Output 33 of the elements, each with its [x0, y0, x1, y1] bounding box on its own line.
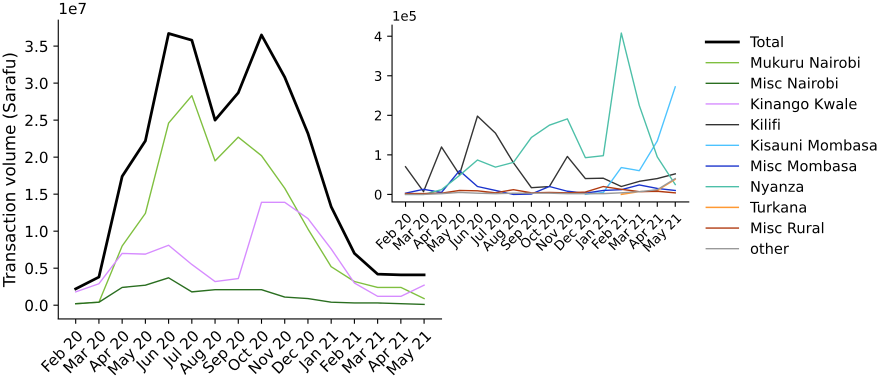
y-axis-title: Transaction volume (Sarafu): [2, 53, 18, 288]
line-series: [404, 115, 676, 192]
legend-label: Total: [750, 36, 783, 48]
line-series: [404, 186, 676, 194]
y-tick-label: 3.5: [25, 40, 48, 52]
y-tick-label: 3.0: [25, 78, 48, 90]
line-series: [584, 86, 676, 196]
text: 1e7: [60, 2, 86, 14]
legend-label: Misc Rural: [751, 222, 824, 234]
legend-label: Kinango Kwale: [751, 98, 857, 112]
y-tick-label: 1.0: [26, 226, 48, 238]
legend-label: other: [750, 242, 789, 254]
y-tick-label: 0: [374, 190, 382, 200]
y-tick-label: 1.5: [26, 188, 48, 200]
legend-label: Kisauni Mombasa: [751, 139, 876, 151]
y-tick-label: 2: [374, 110, 382, 120]
y-tick-label: 2.0: [25, 152, 48, 164]
y-tick-label: 3: [374, 70, 382, 81]
legend-label: Turkana: [750, 201, 806, 213]
legend-label: Kilifi: [751, 118, 780, 130]
line-series: [404, 170, 676, 196]
y-tick-label: 4: [374, 32, 382, 42]
y-tick-label: 0.5: [25, 262, 48, 274]
legend-label: Nyanza: [751, 181, 804, 195]
legend-label: Mukuru Nairobi: [751, 56, 860, 68]
line-series: [404, 178, 676, 196]
y-tick-label: 2.5: [25, 114, 48, 126]
line-series: [75, 277, 425, 306]
legend-label: Misc Mombasa: [751, 160, 856, 172]
y-tick-label: 0.0: [25, 300, 48, 312]
y-tick-label: 1: [375, 150, 382, 160]
legend-label: Misc Nairobi: [751, 77, 838, 89]
annotation: 1e5: [394, 11, 416, 21]
